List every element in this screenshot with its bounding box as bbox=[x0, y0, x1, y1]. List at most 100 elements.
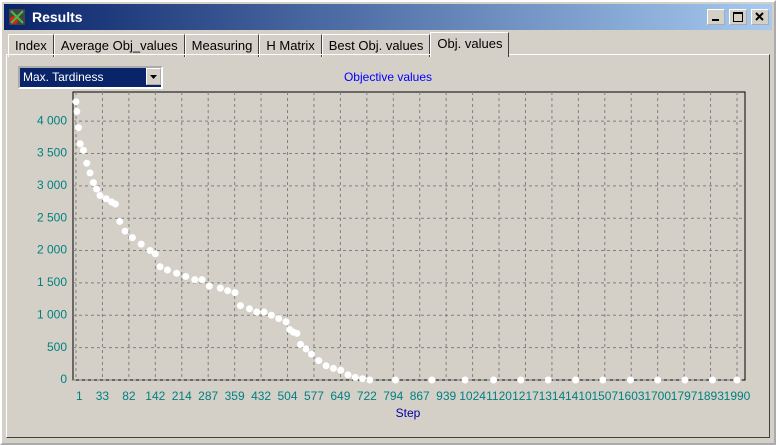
x-tick-label: 82 bbox=[122, 389, 136, 403]
point bbox=[315, 357, 323, 365]
point bbox=[490, 376, 498, 384]
point bbox=[344, 371, 352, 379]
tab[interactable]: H Matrix bbox=[259, 34, 322, 57]
point bbox=[151, 250, 159, 258]
point bbox=[337, 366, 345, 374]
point bbox=[267, 311, 275, 319]
tab[interactable]: Average Obj_values bbox=[53, 34, 185, 57]
x-tick-label: 142 bbox=[145, 389, 165, 403]
point bbox=[654, 376, 662, 384]
point bbox=[76, 140, 84, 148]
tab-panel bbox=[6, 54, 770, 438]
point bbox=[111, 200, 119, 208]
x-tick-label: 432 bbox=[251, 389, 271, 403]
close-button[interactable] bbox=[751, 9, 769, 25]
y-tick-label: 1 500 bbox=[37, 275, 67, 289]
minimize-button[interactable] bbox=[707, 9, 725, 25]
point bbox=[79, 146, 87, 154]
point bbox=[329, 364, 337, 372]
point bbox=[293, 329, 301, 337]
plot-frame bbox=[72, 91, 746, 381]
x-axis-label: Step bbox=[396, 406, 421, 420]
point bbox=[302, 345, 310, 353]
x-tick-label: 867 bbox=[410, 389, 430, 403]
point bbox=[282, 318, 290, 326]
tab[interactable]: Best Obj. values bbox=[321, 34, 431, 57]
point bbox=[236, 302, 244, 310]
point bbox=[307, 350, 315, 358]
x-tick-label: 794 bbox=[383, 389, 403, 403]
point bbox=[137, 240, 145, 248]
y-tick-label: 1 000 bbox=[37, 307, 67, 321]
point bbox=[205, 282, 213, 290]
point bbox=[198, 276, 206, 284]
point bbox=[128, 234, 136, 242]
tab[interactable]: Index bbox=[8, 34, 54, 57]
point bbox=[572, 376, 580, 384]
tab-strip: Index Average Obj_values Measuring H Matrix… bbox=[8, 32, 510, 57]
point bbox=[391, 376, 399, 384]
point bbox=[260, 308, 268, 316]
point bbox=[83, 159, 91, 167]
point bbox=[366, 376, 374, 384]
window-title: Results bbox=[32, 9, 83, 25]
x-tick-label: 214 bbox=[172, 389, 192, 403]
point bbox=[173, 269, 181, 277]
point bbox=[224, 287, 232, 295]
x-tick-label: 577 bbox=[304, 389, 324, 403]
point bbox=[163, 266, 171, 274]
y-tick-label: 3 000 bbox=[37, 178, 67, 192]
x-tick-label: 1120 bbox=[486, 389, 512, 403]
point bbox=[191, 276, 199, 284]
point bbox=[86, 169, 94, 177]
x-tick-label: 359 bbox=[225, 389, 245, 403]
y-tick-label: 2 000 bbox=[37, 243, 67, 257]
point bbox=[517, 376, 525, 384]
dropdown-arrow[interactable] bbox=[146, 68, 161, 85]
point bbox=[275, 315, 283, 323]
point bbox=[146, 247, 154, 255]
point bbox=[428, 376, 436, 384]
tab[interactable]: Obj. values bbox=[430, 32, 510, 57]
point bbox=[245, 305, 253, 313]
x-tick-label: 1314 bbox=[539, 389, 566, 403]
point bbox=[351, 373, 359, 381]
tab[interactable]: Measuring bbox=[184, 34, 260, 57]
point bbox=[74, 124, 82, 132]
y-tick-label: 3 500 bbox=[37, 146, 67, 160]
x-tick-label: 504 bbox=[278, 389, 298, 403]
point bbox=[461, 376, 469, 384]
y-tick-label: 2 500 bbox=[37, 210, 67, 224]
point bbox=[72, 98, 80, 106]
point bbox=[96, 192, 104, 200]
maximize-button[interactable] bbox=[729, 9, 747, 25]
x-tick-label: 1990 bbox=[724, 389, 751, 403]
point bbox=[156, 263, 164, 271]
point bbox=[216, 284, 224, 292]
point bbox=[253, 308, 261, 316]
dropdown[interactable]: Max. Tardiness bbox=[18, 66, 163, 89]
x-tick-label: 1700 bbox=[644, 389, 671, 403]
point bbox=[73, 107, 81, 115]
x-tick-label: 1603 bbox=[618, 389, 645, 403]
chart-title: Objective values bbox=[344, 70, 432, 84]
point bbox=[182, 272, 190, 280]
app-icon bbox=[9, 9, 25, 25]
point bbox=[358, 375, 366, 383]
point bbox=[121, 227, 129, 235]
x-tick-label: 1410 bbox=[565, 389, 592, 403]
x-tick-label: 287 bbox=[198, 389, 218, 403]
point bbox=[322, 362, 330, 370]
x-tick-label: 722 bbox=[357, 389, 377, 403]
y-tick-label: 0 bbox=[60, 372, 67, 386]
point bbox=[89, 179, 97, 187]
y-tick-label: 4 000 bbox=[37, 113, 67, 127]
x-tick-label: 1 bbox=[76, 389, 83, 403]
x-tick-label: 1893 bbox=[697, 389, 724, 403]
point bbox=[116, 217, 124, 225]
title-bar: Results bbox=[4, 4, 772, 30]
x-tick-label: 1797 bbox=[671, 389, 698, 403]
y-tick-label: 500 bbox=[47, 340, 67, 354]
